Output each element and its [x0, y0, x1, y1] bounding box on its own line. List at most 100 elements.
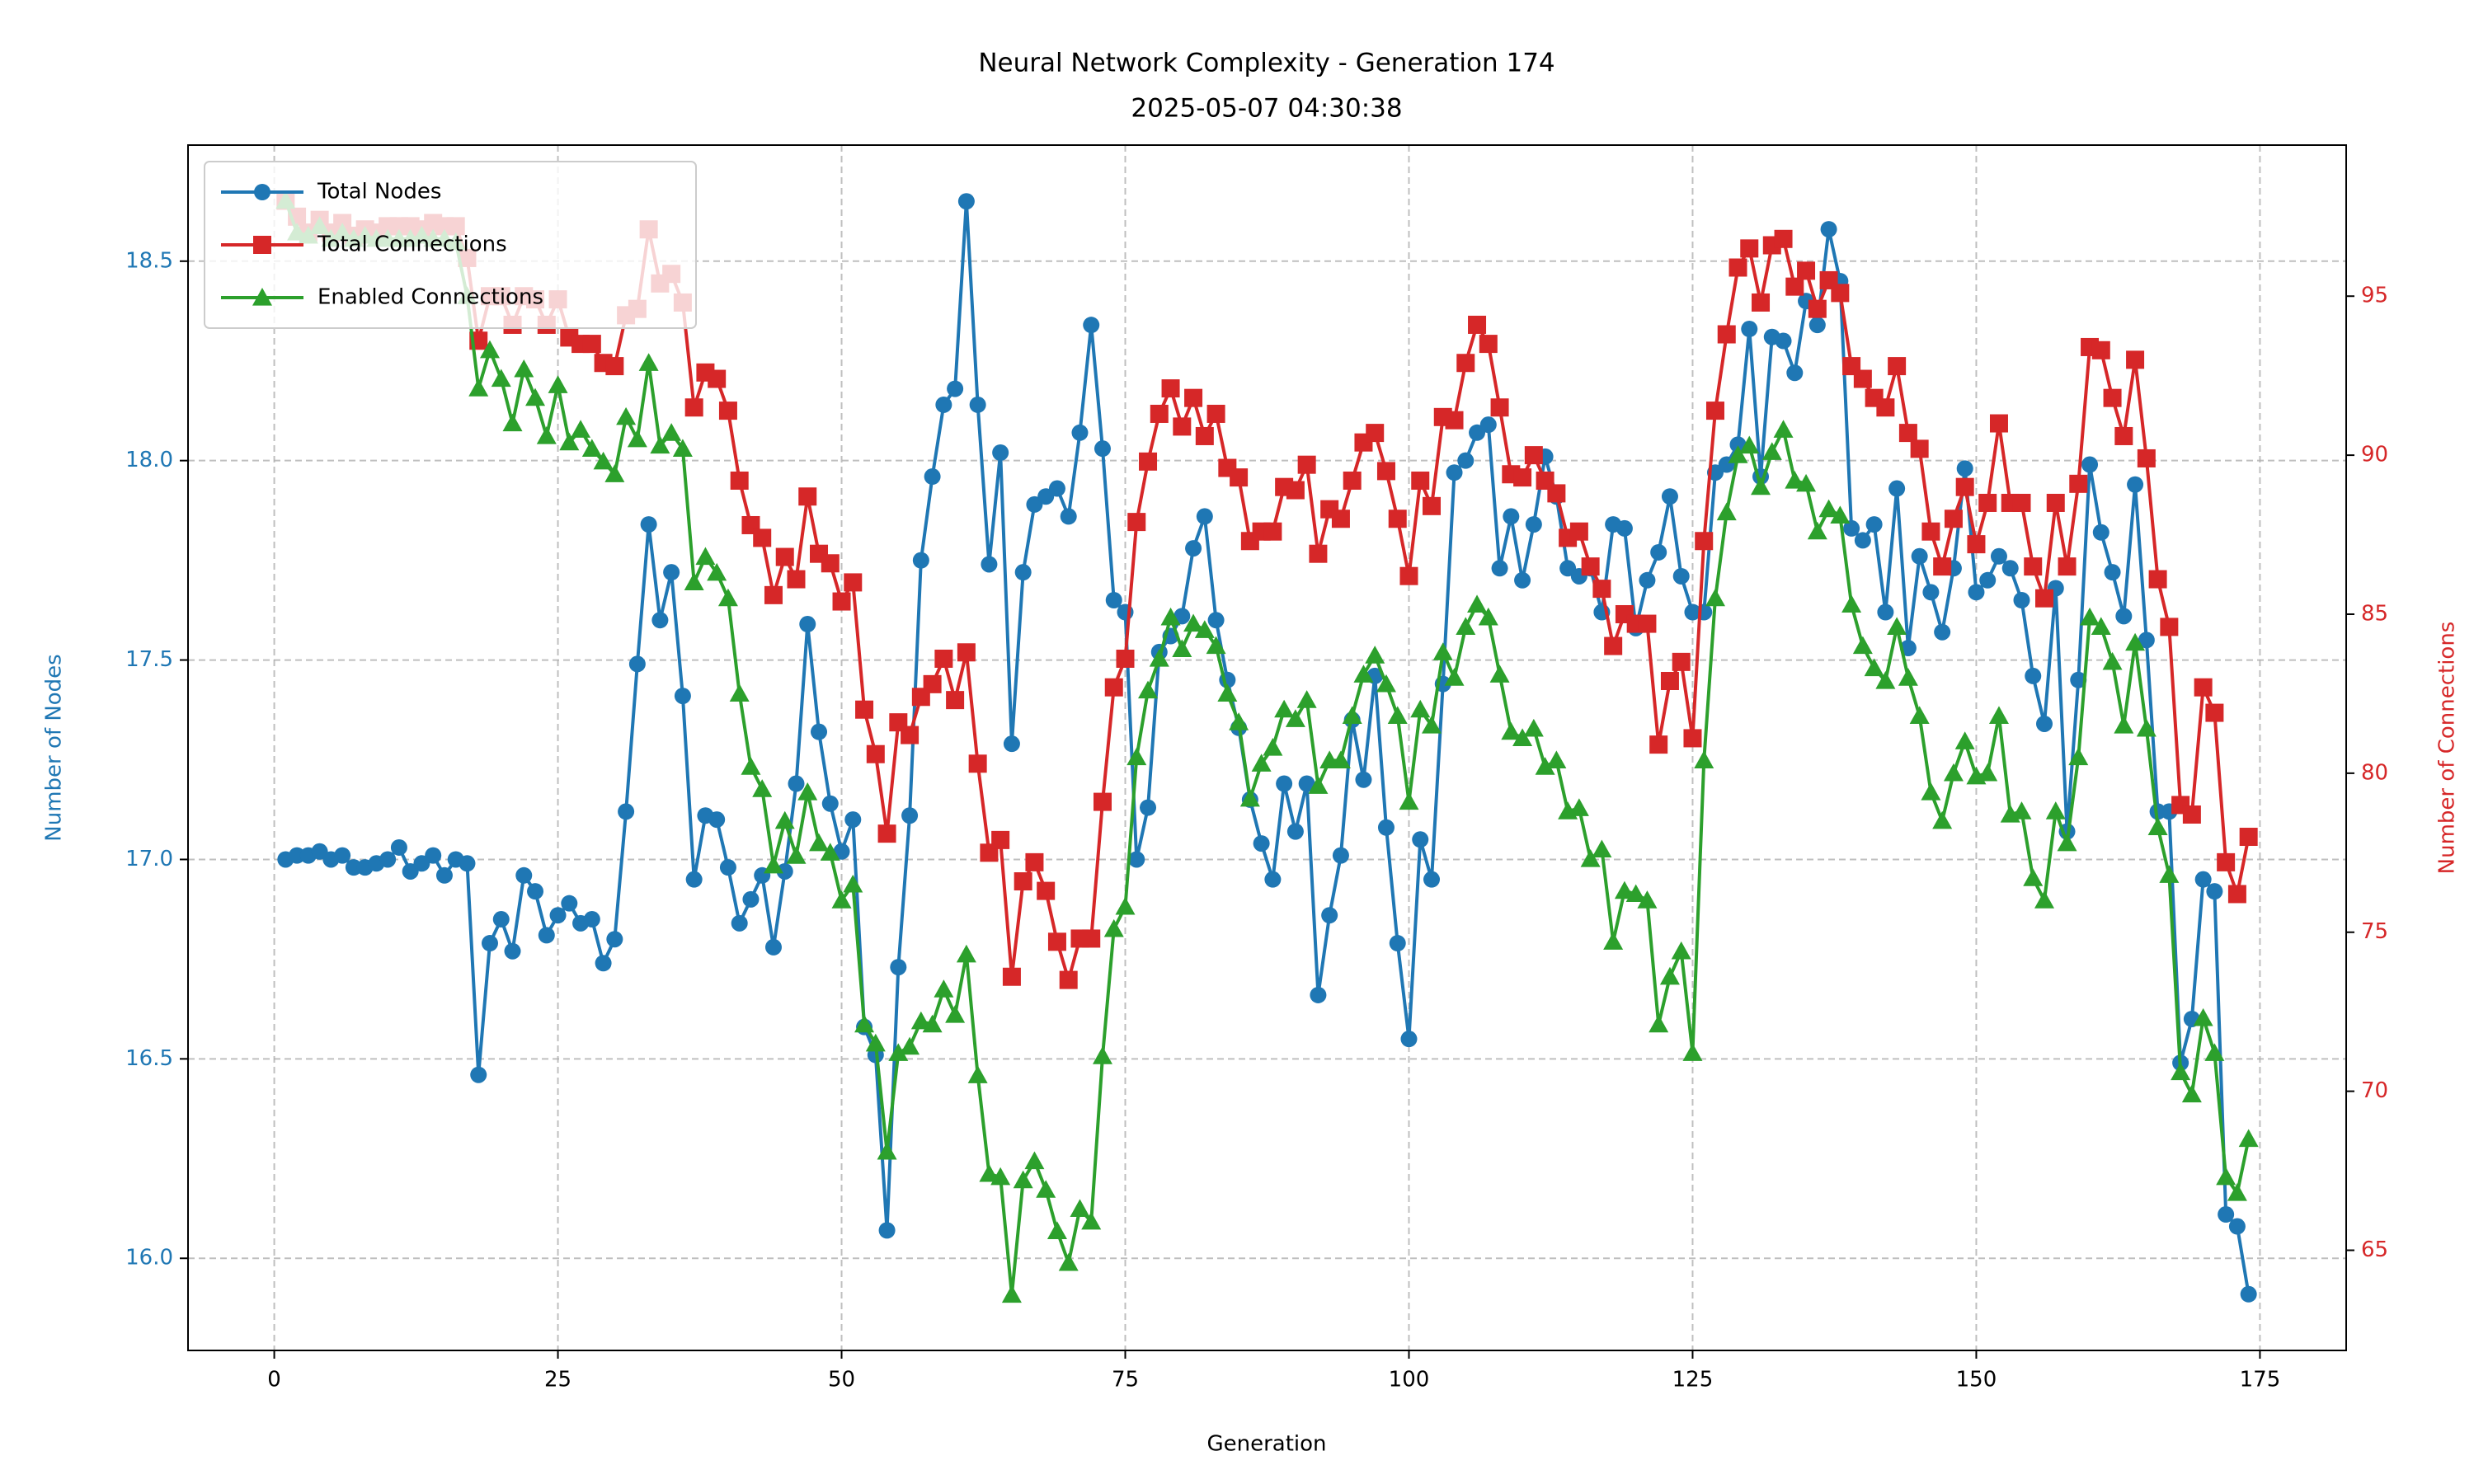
marker [1161, 379, 1180, 398]
marker [1525, 516, 1542, 533]
marker [2238, 1129, 2259, 1148]
marker [1263, 738, 1283, 756]
marker [1921, 522, 1940, 541]
chart-title: Neural Network Complexity - Generation 1… [978, 49, 1554, 78]
marker [2137, 448, 2156, 467]
marker [1514, 571, 1531, 589]
marker [1616, 519, 1633, 537]
marker [1774, 229, 1793, 248]
marker [571, 420, 591, 438]
marker [595, 955, 612, 972]
marker [253, 236, 271, 254]
marker [1298, 775, 1315, 792]
marker [2013, 591, 2030, 608]
marker [1230, 468, 1249, 487]
marker [1831, 284, 1850, 303]
marker [1343, 471, 1362, 490]
marker [764, 585, 783, 604]
marker [2001, 560, 2019, 577]
marker [481, 935, 498, 952]
marker [1365, 646, 1385, 664]
marker [957, 193, 975, 210]
marker [947, 380, 964, 397]
marker [1888, 480, 1906, 497]
marker [1490, 398, 1509, 417]
marker [1491, 560, 1508, 577]
marker [549, 907, 567, 924]
marker [1979, 571, 1997, 589]
marker [2035, 589, 2054, 608]
marker [1025, 852, 1044, 871]
marker [1285, 709, 1305, 727]
x-tick-label: 0 [267, 1368, 281, 1392]
marker [719, 859, 736, 876]
marker [1376, 462, 1395, 481]
marker [866, 744, 885, 763]
marker [2194, 871, 2212, 888]
marker [672, 439, 693, 457]
marker [2025, 667, 2042, 684]
marker [888, 1043, 909, 1061]
marker [1843, 519, 1860, 537]
marker [2092, 524, 2109, 541]
marker [1116, 649, 1135, 668]
x-tick-label: 150 [1956, 1368, 1997, 1392]
marker [1185, 540, 1202, 557]
marker [2204, 1043, 2225, 1061]
marker [1569, 798, 1589, 816]
y2-tick-label: 70 [2361, 1078, 2388, 1103]
marker [1013, 1170, 1033, 1189]
marker [991, 830, 1010, 849]
marker [1206, 636, 1226, 655]
marker [1457, 452, 1475, 469]
marker [1140, 799, 1157, 816]
marker [1864, 658, 1884, 677]
marker [1503, 508, 1520, 525]
marker [1014, 564, 1032, 581]
marker [684, 398, 703, 417]
marker [1740, 239, 1759, 258]
marker [1580, 849, 1601, 867]
plot [275, 190, 2259, 1303]
marker [2103, 388, 2122, 407]
marker [1330, 750, 1351, 769]
marker [901, 726, 920, 744]
marker [1446, 464, 1463, 481]
marker [1276, 775, 1293, 792]
marker [2102, 651, 2123, 670]
marker [1922, 584, 1940, 601]
marker [1478, 607, 1498, 626]
marker [583, 911, 600, 928]
marker [502, 413, 523, 432]
legend: Total Nodes Total Connections Enabled Conn… [204, 161, 697, 329]
marker [1432, 642, 1453, 660]
marker [1173, 417, 1192, 436]
marker [1761, 442, 1782, 460]
marker [504, 942, 521, 960]
marker [1149, 648, 1169, 667]
marker [1388, 510, 1407, 528]
marker [1841, 594, 1862, 613]
x-tick-label: 175 [2240, 1368, 2281, 1392]
marker [2068, 747, 2089, 766]
marker [878, 1222, 896, 1239]
marker [776, 862, 793, 880]
marker [1513, 468, 1532, 487]
marker [1003, 735, 1020, 753]
marker [1286, 823, 1304, 840]
marker [833, 843, 850, 860]
marker [1773, 420, 1794, 438]
marker [763, 855, 783, 874]
marker [1649, 1014, 1669, 1033]
marker [968, 754, 987, 773]
marker [527, 883, 544, 900]
marker [1058, 1252, 1079, 1271]
marker [425, 847, 442, 864]
marker [854, 1014, 875, 1033]
marker [289, 847, 306, 864]
marker [831, 890, 852, 909]
marker [1103, 918, 1124, 937]
marker [2125, 632, 2146, 651]
marker [1353, 665, 1374, 683]
y-tick-label: 18.5 [125, 248, 173, 273]
